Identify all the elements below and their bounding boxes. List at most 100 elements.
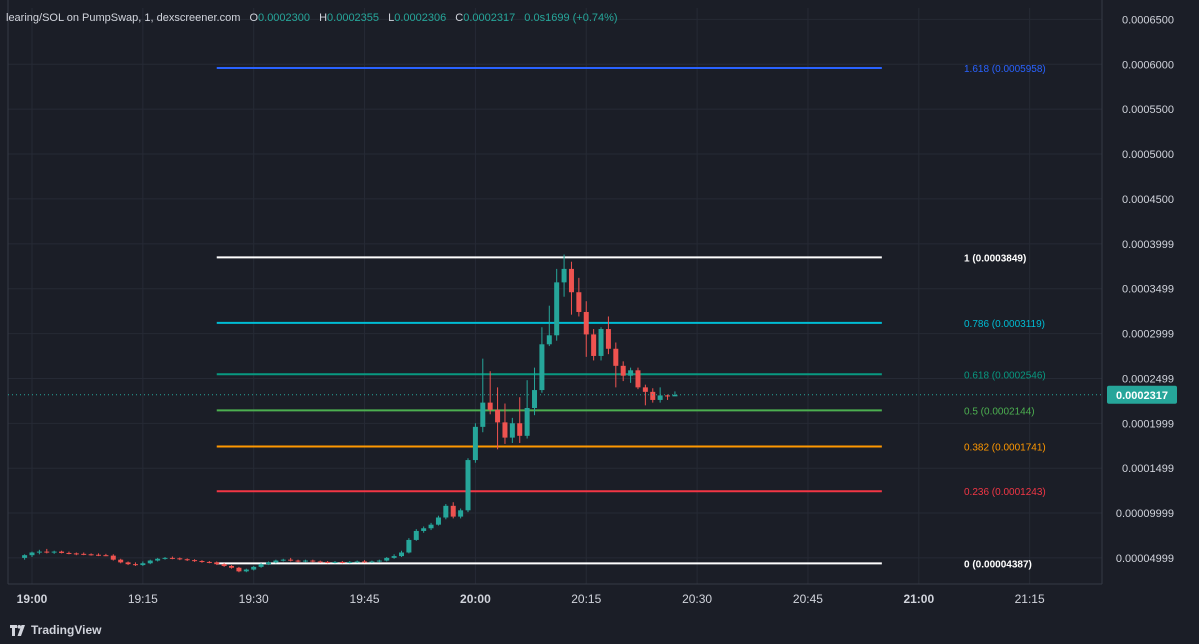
axes: 0.0006500 0.0006000 0.0005500 0.0005000 0.00… — [7, 0, 1177, 606]
tradingview-logo[interactable]: TradingView — [10, 623, 101, 637]
low-value: 0.0002306 — [394, 12, 447, 24]
price-tick-label: 0.0002499 — [1122, 373, 1174, 385]
candle-body — [591, 334, 597, 356]
candle-body — [302, 560, 308, 562]
candle-body — [288, 559, 294, 561]
candle-body — [44, 551, 50, 553]
time-tick-label: 19:45 — [350, 592, 380, 606]
price-tick-label: 0.0003499 — [1122, 284, 1174, 296]
symbol-title: learing/SOL on PumpSwap, 1, dexscreener.… — [6, 12, 241, 24]
candle-body — [29, 552, 35, 556]
price-tick-label: 0.0001499 — [1122, 463, 1174, 475]
candle-body — [561, 268, 567, 283]
candle-body — [613, 348, 619, 366]
candle-body — [443, 505, 449, 518]
footer — [0, 618, 1199, 644]
time-tick-label: 20:30 — [682, 592, 712, 606]
open-value: 0.0002300 — [258, 12, 311, 24]
time-tick-label: 19:30 — [239, 592, 269, 606]
candle-body — [214, 562, 220, 565]
candle-body — [236, 567, 242, 572]
candle-body — [147, 560, 153, 564]
candle-body — [369, 561, 375, 563]
candle-body — [672, 394, 678, 397]
candle-body — [650, 391, 656, 400]
candle-body — [339, 561, 345, 563]
open-label: O — [249, 12, 259, 24]
candle-body — [509, 423, 515, 438]
candle-body — [310, 560, 316, 562]
candle-body — [583, 311, 589, 335]
candle-body — [192, 560, 198, 562]
candle-body — [273, 560, 279, 563]
time-tick-label: 21:00 — [903, 592, 934, 606]
candle-body — [118, 559, 124, 563]
candle-body — [539, 344, 545, 391]
current-price-label: 0.0002317 — [1116, 390, 1168, 402]
candle-body — [169, 557, 175, 559]
candle-body — [568, 268, 574, 293]
candle-body — [140, 563, 146, 566]
current-price-badge — [1107, 385, 1177, 404]
candle-body — [103, 555, 109, 557]
time-tick-label: 20:15 — [571, 592, 601, 606]
fib-level-label: 1.618 (0.0005958) — [964, 64, 1046, 75]
candle-body — [532, 390, 538, 409]
time-tick-label: 20:00 — [460, 592, 491, 606]
candle-body — [184, 559, 190, 561]
candle-body — [546, 335, 552, 345]
candle-body — [96, 554, 102, 556]
candle-body — [428, 524, 434, 529]
candle-body — [251, 566, 257, 570]
high-label: H — [319, 12, 328, 24]
price-tick-label: 0.0005000 — [1122, 149, 1174, 161]
candle-body — [620, 365, 626, 376]
candle-body — [635, 370, 641, 388]
candles — [22, 254, 678, 573]
candle-body — [406, 539, 412, 553]
candle-body — [472, 426, 478, 461]
time-tick-label: 19:15 — [128, 592, 158, 606]
candle-body — [221, 564, 227, 566]
candle-body — [280, 559, 286, 561]
candle-body — [487, 402, 493, 410]
candle-body — [199, 561, 205, 563]
candle-body — [59, 551, 65, 553]
candle-body — [384, 557, 390, 561]
fib-level-label: 0.236 (0.0001243) — [964, 487, 1046, 498]
candle-body — [132, 564, 138, 566]
fibonacci-retracement[interactable]: 1.618 (0.0005958) 1 (0.0003849) 0.786 (0.0… — [216, 64, 1046, 570]
candle-body — [554, 282, 560, 336]
candle-body — [206, 561, 212, 563]
candle-body — [598, 329, 604, 356]
candle-body — [243, 569, 249, 572]
low-label: L — [388, 12, 395, 24]
candle-body — [480, 402, 486, 427]
candle-body — [22, 555, 28, 558]
price-tick-label: 0.0003999 — [1122, 239, 1174, 251]
candle-body — [450, 505, 456, 517]
price-tick-label: 0.0005500 — [1122, 104, 1174, 116]
price-tick-label: 0.00004999 — [1116, 553, 1174, 565]
price-tick-label: 0.0006500 — [1122, 14, 1174, 26]
tradingview-logo-icon — [10, 624, 25, 636]
candle-body — [325, 561, 331, 563]
fib-level-label: 0.382 (0.0001741) — [964, 443, 1046, 454]
candle-body — [36, 551, 42, 553]
candle-body — [110, 555, 116, 560]
candle-body — [657, 395, 663, 400]
candle-body — [465, 460, 471, 511]
candle-body — [665, 395, 671, 397]
candle-body — [155, 558, 161, 561]
fib-level-label: 0.618 (0.0002546) — [964, 370, 1046, 381]
high-value: 0.0002355 — [327, 12, 380, 24]
candle-body — [399, 552, 404, 557]
fib-level-label: 1 (0.0003849) — [964, 253, 1026, 264]
candle-body — [495, 409, 501, 423]
time-tick-label: 20:45 — [793, 592, 823, 606]
candle-body — [458, 510, 464, 517]
candle-body — [391, 556, 397, 558]
candle-body — [413, 530, 419, 540]
candle-body — [421, 528, 427, 531]
